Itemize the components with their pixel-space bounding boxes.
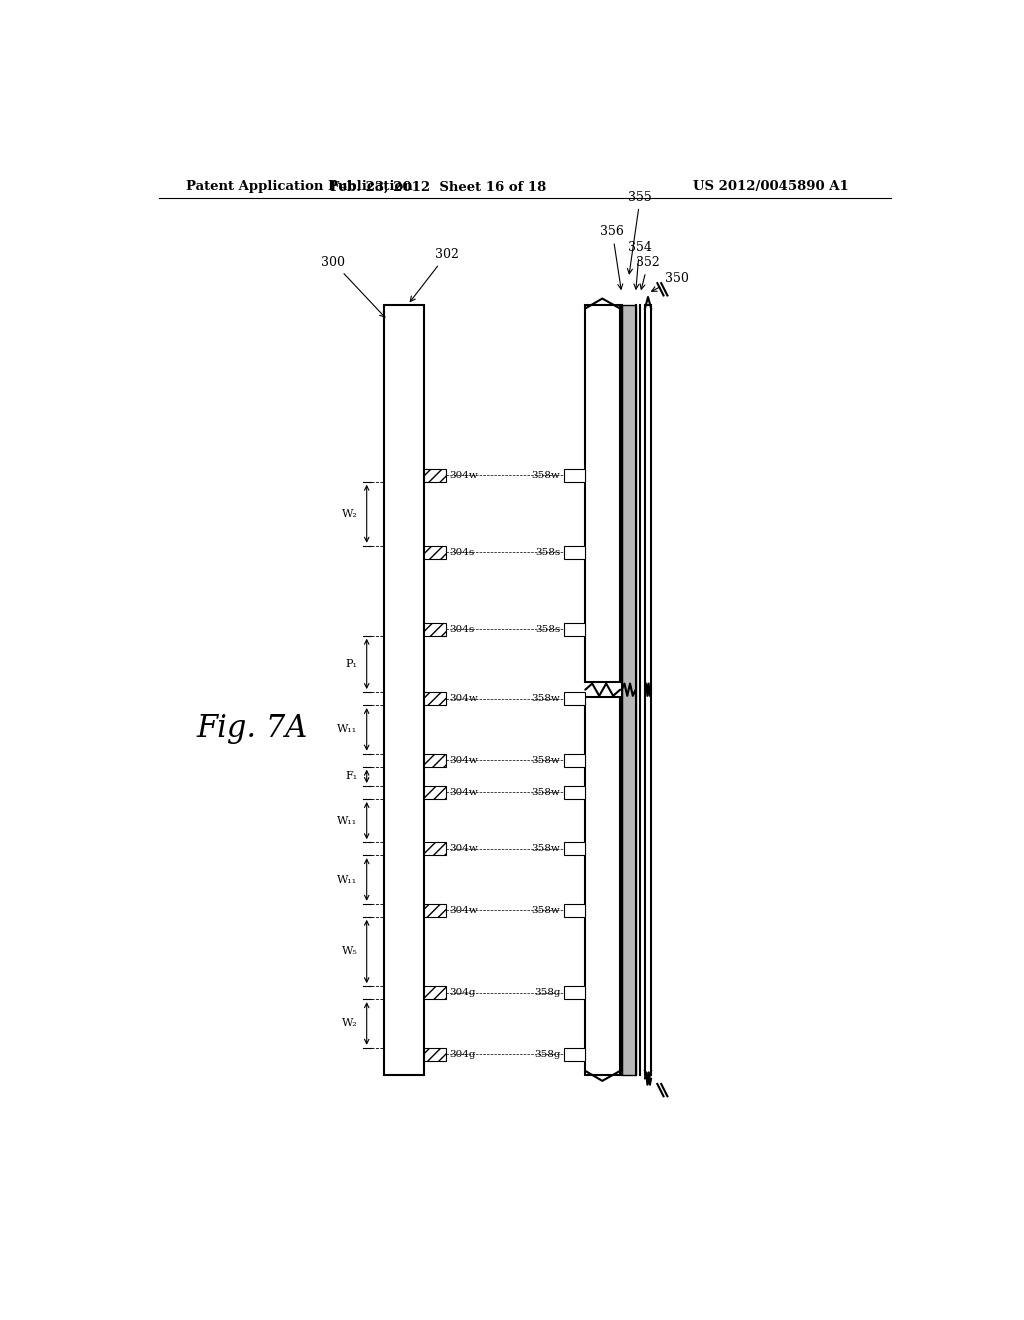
Bar bbox=[563, 692, 586, 705]
Text: 304s: 304s bbox=[449, 624, 474, 634]
Bar bbox=[424, 623, 445, 636]
Bar bbox=[563, 545, 586, 558]
Text: W₅: W₅ bbox=[342, 946, 357, 957]
Bar bbox=[563, 785, 586, 799]
Text: 355: 355 bbox=[628, 191, 652, 273]
Text: 358g: 358g bbox=[534, 989, 560, 997]
Text: 358g: 358g bbox=[534, 1049, 560, 1059]
Bar bbox=[424, 1048, 445, 1061]
Text: P₁: P₁ bbox=[345, 659, 357, 669]
Text: Patent Application Publication: Patent Application Publication bbox=[186, 181, 413, 194]
Text: 356: 356 bbox=[600, 226, 625, 289]
Bar bbox=[563, 904, 586, 917]
Bar bbox=[563, 1048, 586, 1061]
Bar bbox=[563, 986, 586, 999]
Text: 304g: 304g bbox=[449, 1049, 475, 1059]
Bar bbox=[424, 842, 445, 855]
Bar bbox=[563, 623, 586, 636]
Bar bbox=[563, 842, 586, 855]
Bar bbox=[424, 545, 445, 558]
Bar bbox=[586, 305, 621, 682]
Text: 304w: 304w bbox=[449, 788, 477, 797]
Text: 302: 302 bbox=[411, 248, 459, 301]
Text: 304w: 304w bbox=[449, 694, 477, 704]
Text: 358w: 358w bbox=[531, 906, 560, 915]
Text: 304w: 304w bbox=[449, 755, 477, 764]
Text: 354: 354 bbox=[628, 240, 651, 289]
Text: 304w: 304w bbox=[449, 906, 477, 915]
Text: 304w: 304w bbox=[449, 471, 477, 479]
Bar bbox=[424, 469, 445, 482]
Text: 358w: 358w bbox=[531, 755, 560, 764]
Text: Fig. 7A: Fig. 7A bbox=[197, 713, 307, 743]
Text: 358s: 358s bbox=[536, 624, 560, 634]
Bar bbox=[424, 692, 445, 705]
Text: 358w: 358w bbox=[531, 845, 560, 853]
Text: 304w: 304w bbox=[449, 845, 477, 853]
Text: W₁₁: W₁₁ bbox=[337, 725, 357, 734]
Bar bbox=[586, 697, 621, 1074]
Text: W₁₁: W₁₁ bbox=[337, 875, 357, 884]
Bar bbox=[424, 986, 445, 999]
Text: 304g: 304g bbox=[449, 989, 475, 997]
Text: W₂: W₂ bbox=[342, 508, 357, 519]
Text: 352: 352 bbox=[636, 256, 659, 289]
Text: F₁: F₁ bbox=[345, 771, 357, 781]
Bar bbox=[424, 754, 445, 767]
Bar bbox=[384, 305, 424, 1074]
Text: 358s: 358s bbox=[536, 548, 560, 557]
Text: 358w: 358w bbox=[531, 694, 560, 704]
Text: W₁₁: W₁₁ bbox=[337, 816, 357, 825]
Bar bbox=[622, 305, 636, 1074]
Bar bbox=[563, 754, 586, 767]
Bar bbox=[563, 469, 586, 482]
Text: 358w: 358w bbox=[531, 788, 560, 797]
Text: 350: 350 bbox=[651, 272, 689, 292]
Text: Feb. 23, 2012  Sheet 16 of 18: Feb. 23, 2012 Sheet 16 of 18 bbox=[330, 181, 546, 194]
Text: US 2012/0045890 A1: US 2012/0045890 A1 bbox=[693, 181, 849, 194]
Text: W₂: W₂ bbox=[342, 1019, 357, 1028]
Text: 300: 300 bbox=[322, 256, 385, 317]
Text: 358w: 358w bbox=[531, 471, 560, 479]
Bar bbox=[424, 785, 445, 799]
Bar bbox=[424, 904, 445, 917]
Bar bbox=[645, 305, 651, 1074]
Text: 304s: 304s bbox=[449, 548, 474, 557]
